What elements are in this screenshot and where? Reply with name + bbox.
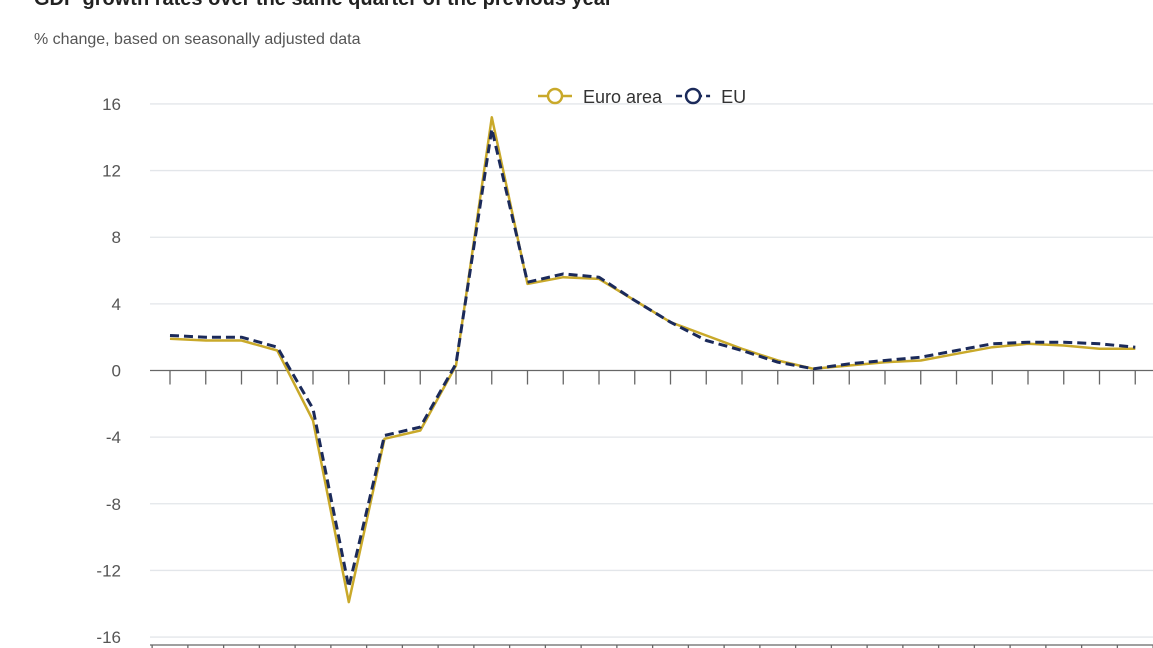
y-tick-label: -8	[106, 495, 121, 514]
y-axis-labels: 16 12 8 4 0 -4 -8 -12 -16	[96, 95, 121, 647]
y-tick-label: 8	[112, 228, 121, 247]
y-tick-label: 0	[112, 362, 121, 381]
series-lines	[169, 116, 1136, 604]
y-tick-label: -12	[96, 561, 121, 580]
legend-item-eu[interactable]: EU	[676, 87, 746, 107]
chart-subtitle: % change, based on seasonally adjusted d…	[34, 31, 361, 48]
legend-label: EU	[721, 87, 746, 107]
y-tick-label: -4	[106, 428, 121, 447]
legend-item-euro-area[interactable]: Euro area	[538, 87, 663, 107]
series-line-eu	[169, 127, 1136, 589]
x-axis	[150, 369, 1153, 648]
legend-label: Euro area	[583, 87, 663, 107]
legend-marker-icon	[546, 87, 564, 105]
y-tick-label: -16	[96, 628, 121, 647]
legend-marker-icon	[684, 87, 702, 105]
legend: Euro area EU	[538, 87, 746, 107]
chart-title: GDP growth rates over the same quarter o…	[34, 0, 613, 11]
series-line-euro-area	[169, 116, 1136, 604]
y-tick-label: 16	[102, 95, 121, 114]
y-tick-label: 12	[102, 162, 121, 181]
y-tick-label: 4	[112, 295, 121, 314]
